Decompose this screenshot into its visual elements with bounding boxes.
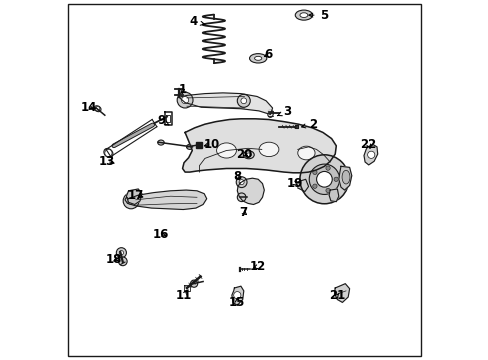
Polygon shape: [363, 145, 377, 165]
Text: 9: 9: [157, 114, 168, 127]
Circle shape: [95, 107, 100, 111]
Text: 22: 22: [360, 138, 376, 151]
Text: 10: 10: [203, 138, 219, 150]
Polygon shape: [231, 286, 244, 305]
Text: 17: 17: [127, 189, 143, 202]
Circle shape: [367, 151, 374, 158]
Circle shape: [177, 92, 193, 108]
Text: 15: 15: [229, 296, 245, 309]
Circle shape: [308, 164, 339, 194]
Circle shape: [299, 155, 348, 204]
Circle shape: [190, 280, 197, 287]
Ellipse shape: [103, 148, 113, 158]
Text: 20: 20: [236, 148, 252, 161]
Text: 14: 14: [81, 101, 97, 114]
Ellipse shape: [295, 10, 312, 20]
Circle shape: [119, 251, 123, 255]
Circle shape: [237, 94, 250, 107]
Polygon shape: [126, 189, 142, 204]
Ellipse shape: [254, 56, 261, 60]
Text: 19: 19: [286, 177, 303, 190]
Circle shape: [123, 193, 139, 209]
Ellipse shape: [297, 146, 314, 160]
Ellipse shape: [267, 109, 273, 117]
Circle shape: [312, 184, 316, 188]
Ellipse shape: [186, 144, 193, 149]
Polygon shape: [182, 119, 336, 173]
Circle shape: [333, 177, 338, 181]
Text: 16: 16: [152, 228, 169, 240]
Text: 1: 1: [178, 83, 186, 96]
Ellipse shape: [158, 140, 164, 145]
Text: 4: 4: [189, 15, 204, 28]
Circle shape: [127, 197, 134, 204]
Text: 11: 11: [176, 289, 192, 302]
Text: 12: 12: [249, 260, 266, 273]
Text: 7: 7: [239, 206, 247, 219]
Polygon shape: [237, 178, 264, 204]
Circle shape: [104, 149, 112, 157]
Text: 5: 5: [308, 9, 327, 22]
Circle shape: [312, 170, 316, 175]
Text: 8: 8: [233, 170, 241, 183]
Ellipse shape: [243, 151, 254, 159]
Polygon shape: [125, 190, 206, 210]
Circle shape: [236, 177, 246, 188]
Circle shape: [233, 292, 241, 299]
Text: 3: 3: [277, 105, 290, 118]
Circle shape: [181, 96, 188, 104]
Circle shape: [116, 248, 126, 258]
Circle shape: [325, 188, 329, 193]
Circle shape: [118, 257, 127, 266]
Circle shape: [325, 166, 329, 170]
Polygon shape: [328, 189, 338, 202]
Text: 2: 2: [301, 118, 316, 131]
Polygon shape: [179, 93, 272, 114]
Circle shape: [239, 180, 244, 185]
Ellipse shape: [342, 170, 349, 184]
Ellipse shape: [216, 143, 236, 158]
Text: 13: 13: [99, 155, 115, 168]
Circle shape: [237, 193, 245, 202]
Circle shape: [316, 171, 331, 187]
Ellipse shape: [245, 153, 251, 157]
Polygon shape: [334, 284, 349, 302]
Text: 6: 6: [263, 48, 271, 61]
Circle shape: [241, 98, 246, 104]
Ellipse shape: [94, 106, 101, 112]
Ellipse shape: [299, 13, 307, 17]
Text: 18: 18: [106, 253, 122, 266]
Ellipse shape: [249, 54, 266, 63]
Polygon shape: [338, 166, 351, 190]
Text: 21: 21: [328, 289, 345, 302]
Ellipse shape: [259, 142, 278, 157]
Polygon shape: [297, 179, 308, 192]
